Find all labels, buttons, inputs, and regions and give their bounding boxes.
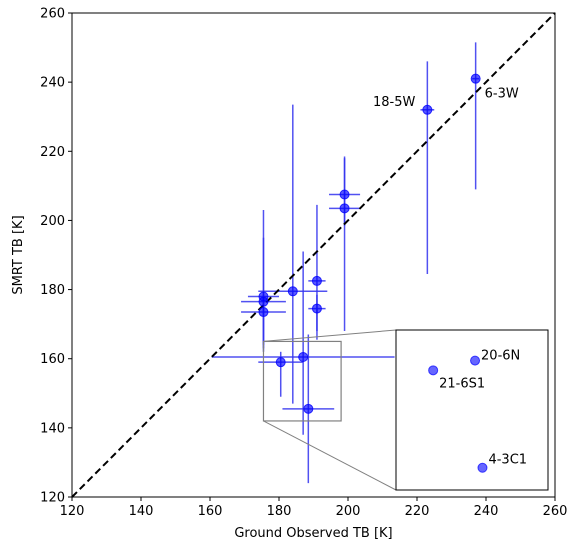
data-point (275, 357, 286, 368)
y-tick-label: 180 (40, 283, 65, 298)
plot-area-frame (71, 12, 556, 498)
y-axis-label: SMRT TB [K] (11, 215, 26, 294)
y-tick-label: 260 (40, 7, 65, 22)
y-tick-label: 200 (40, 214, 65, 229)
point-label: 18-5W (373, 95, 416, 110)
inset-data-point (470, 355, 481, 366)
data-point (287, 286, 298, 297)
zoom-connector-line (263, 420, 397, 491)
inset-point-label: 21-6S1 (439, 376, 485, 391)
zoom-connector-line (263, 329, 397, 342)
x-tick-label: 120 (60, 504, 85, 519)
data-point (258, 296, 269, 307)
x-tick-label: 160 (198, 504, 223, 519)
data-point (422, 104, 433, 115)
inset-layer: 20-6N 21-6S1 4-3C1 (395, 329, 549, 491)
x-tick-label: 220 (405, 504, 430, 519)
inset-point-label: 4-3C1 (488, 453, 527, 468)
inset-data-point (477, 462, 488, 473)
data-point (311, 303, 322, 314)
y-tick-label: 220 (40, 145, 65, 160)
inset-data-point (428, 365, 439, 376)
data-point (339, 203, 350, 214)
data-point (470, 73, 481, 84)
zoom-region-box (262, 340, 342, 422)
y-tick-label: 240 (40, 76, 65, 91)
reference-diagonal-line (71, 12, 556, 498)
y-axis-ticks: 120 140 160 180 200 220 240 260 (40, 7, 72, 506)
x-tick-label: 180 (267, 504, 292, 519)
data-point (339, 189, 350, 200)
inset-point-label: 20-6N (481, 349, 520, 364)
y-tick-label: 120 (40, 491, 65, 506)
point-label-layer: 6-3W 18-5W (373, 87, 519, 110)
x-tick-label: 260 (543, 504, 568, 519)
x-axis-ticks: 120 140 160 180 200 220 240 260 (60, 497, 568, 519)
data-point (298, 351, 309, 362)
x-tick-label: 140 (129, 504, 154, 519)
data-point (258, 307, 269, 318)
point-label: 6-3W (485, 87, 519, 102)
x-axis-label: Ground Observed TB [K] (234, 526, 392, 541)
data-point (311, 275, 322, 286)
data-point (303, 403, 314, 414)
inset-connector-layer (262, 329, 397, 491)
x-tick-label: 240 (474, 504, 499, 519)
y-tick-label: 140 (40, 421, 65, 436)
point-layer (258, 73, 481, 414)
y-tick-label: 160 (40, 352, 65, 367)
x-tick-label: 200 (336, 504, 361, 519)
